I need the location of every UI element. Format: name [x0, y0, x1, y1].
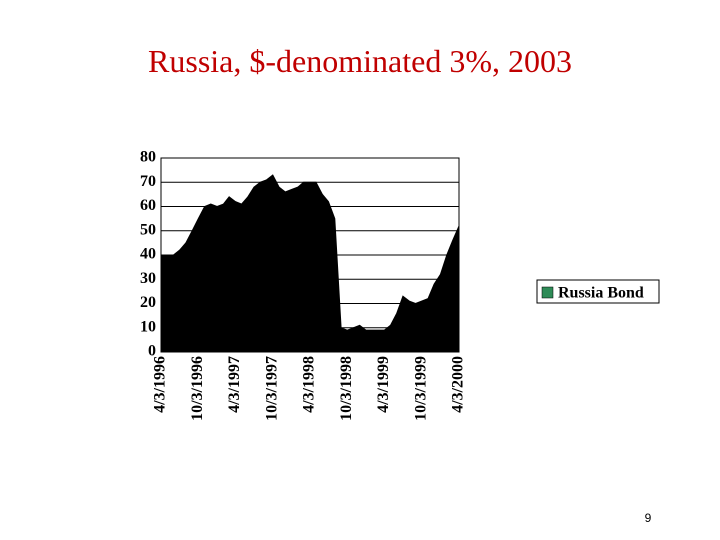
x-tick-label: 4/3/1997: [226, 356, 243, 413]
y-tick-label: 50: [140, 221, 156, 238]
x-tick-label: 4/3/2000: [450, 356, 467, 413]
chart-title: Russia, $-denominated 3%, 2003: [148, 43, 572, 79]
legend: Russia Bond: [536, 279, 660, 304]
x-tick-label: 4/3/1996: [152, 356, 169, 413]
y-tick-label: 80: [140, 149, 156, 166]
y-tick-label: 0: [148, 343, 156, 360]
legend-label: Russia Bond: [558, 285, 644, 302]
y-tick-label: 30: [140, 270, 156, 287]
area: [160, 174, 460, 353]
y-tick-label: 40: [140, 246, 156, 263]
y-tick-label: 70: [140, 173, 156, 190]
legend-box: [536, 279, 660, 304]
y-tick-label: 60: [140, 197, 156, 214]
legend-swatch: [541, 286, 554, 299]
x-tick-label: 10/3/1997: [263, 356, 280, 421]
x-tick-label: 10/3/1996: [189, 356, 206, 421]
x-tick-label: 4/3/1998: [301, 356, 318, 413]
y-tick-label: 10: [140, 318, 156, 335]
y-tick-label: 20: [140, 294, 156, 311]
x-tick-label: 10/3/1999: [412, 356, 429, 421]
plot-frame: [160, 157, 460, 353]
x-tick-label: 4/3/1999: [375, 356, 392, 413]
x-tick-label: 10/3/1998: [338, 356, 355, 421]
page-number: 9: [645, 511, 652, 525]
